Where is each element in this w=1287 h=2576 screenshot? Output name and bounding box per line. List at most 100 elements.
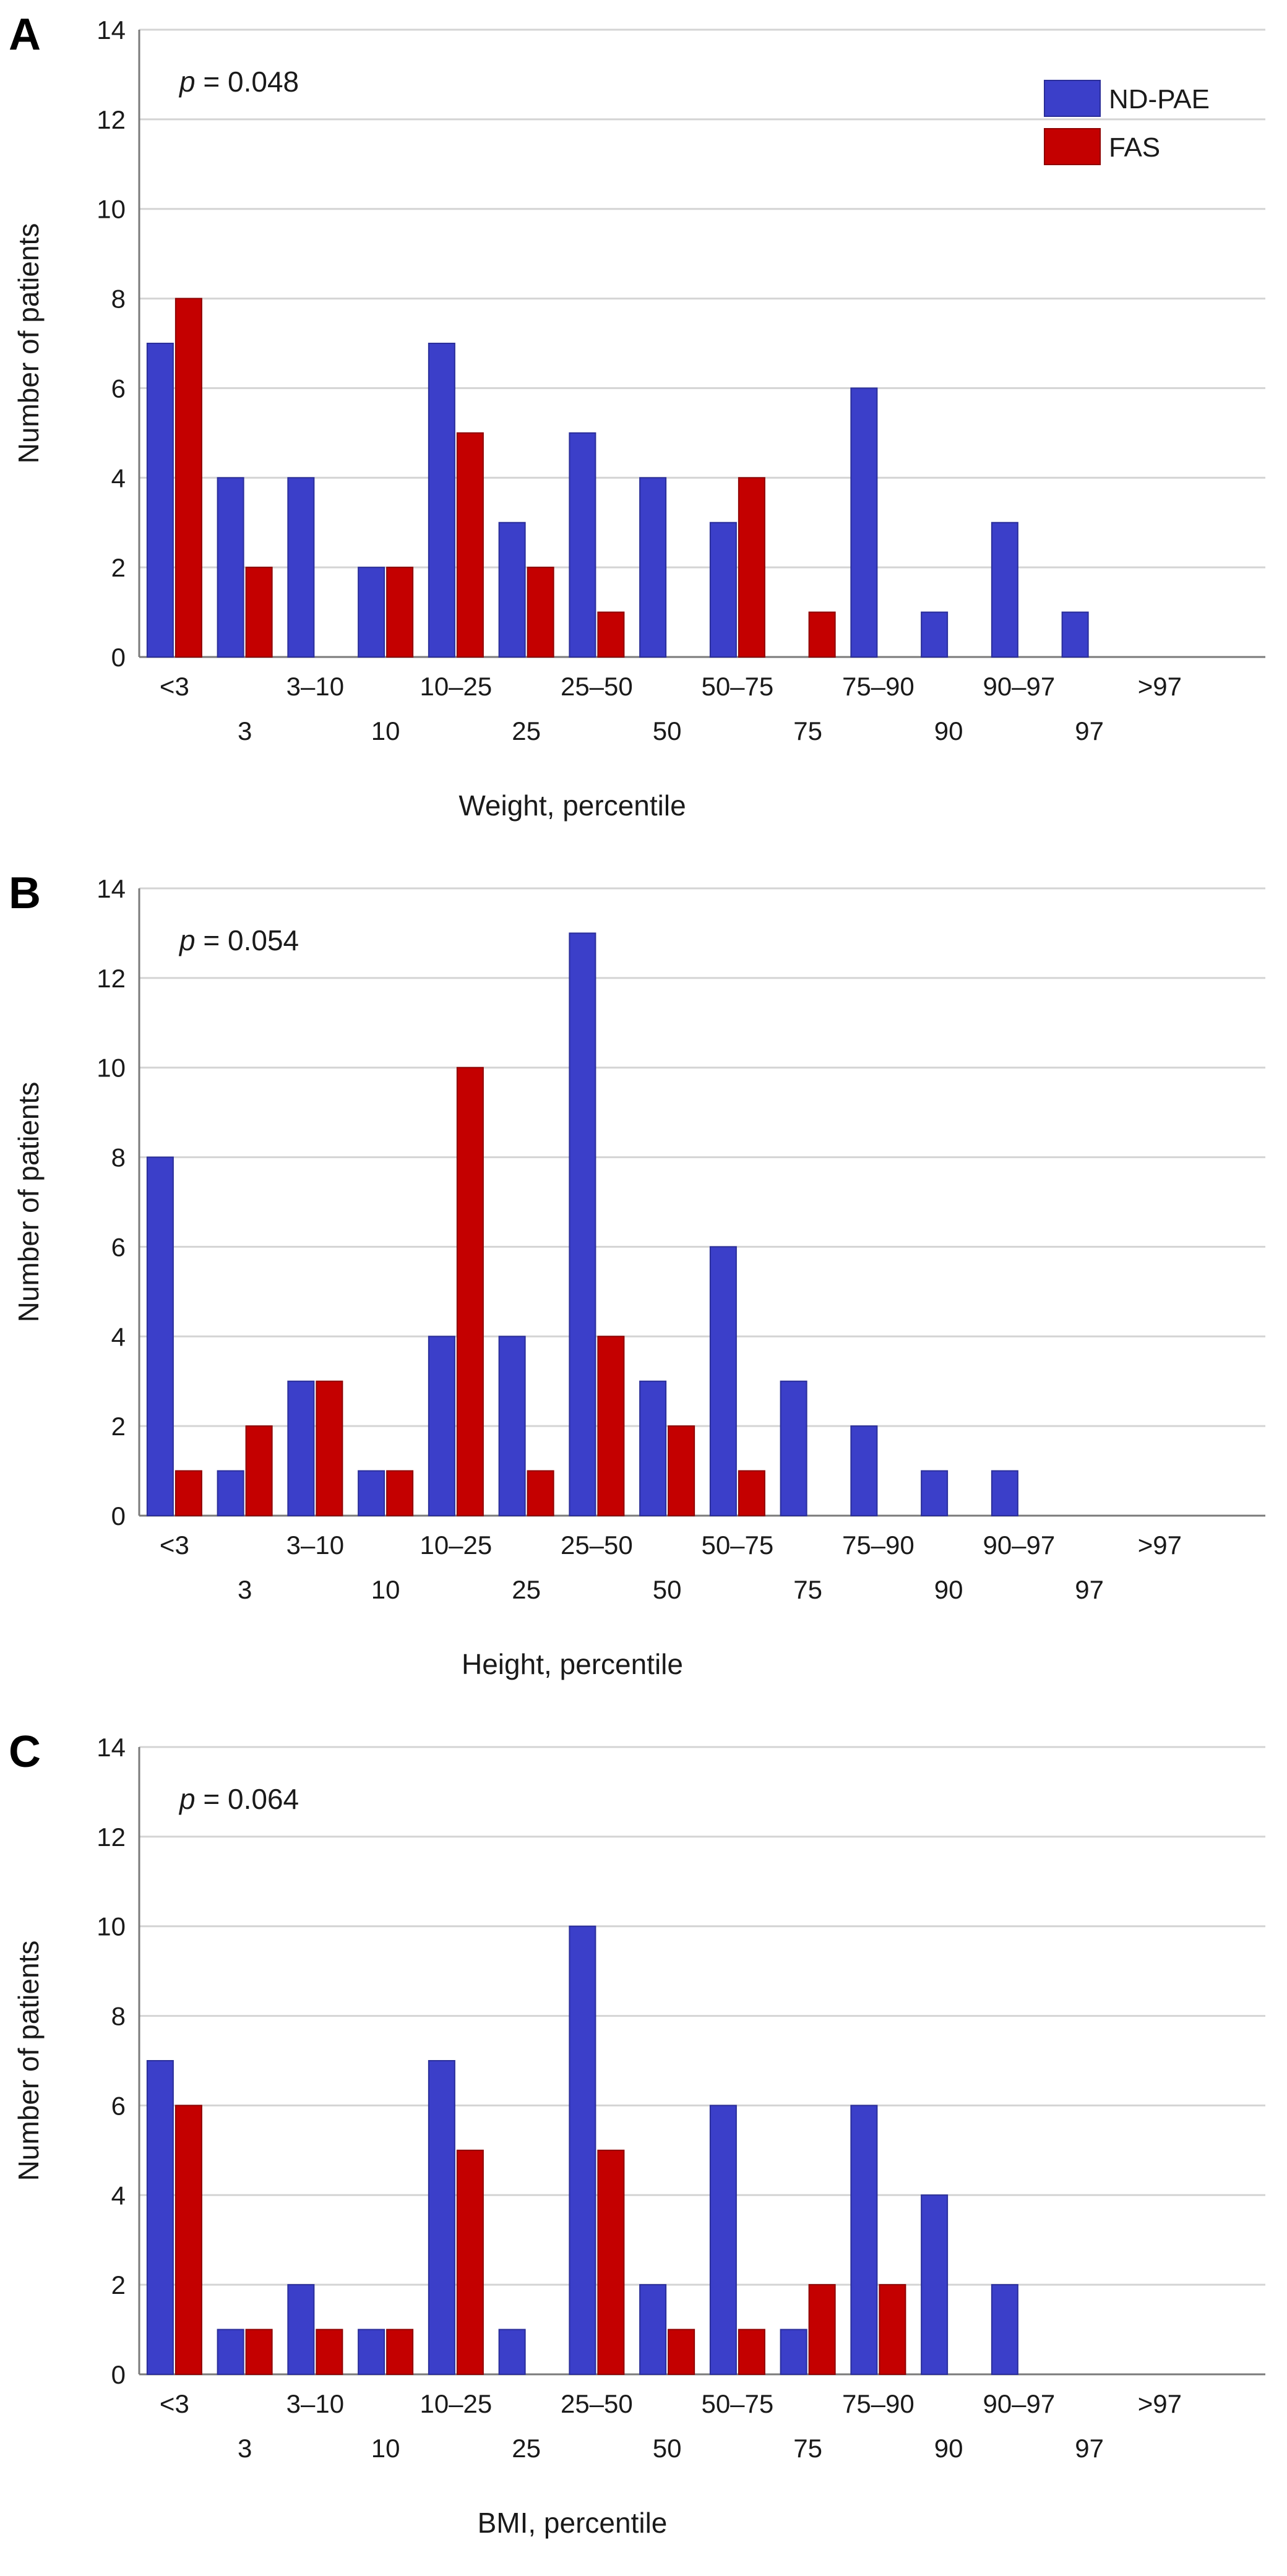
x-boundary-label: 10	[371, 2434, 400, 2463]
y-tick-label: 8	[111, 2002, 126, 2031]
y-tick-label: 10	[97, 1912, 126, 1941]
bar-nd-pae	[639, 1380, 667, 1517]
bar-fas	[386, 567, 414, 658]
panel-height: B 0 2 4 6 8 10 12 14 <3 3–10 10–25 25–50 50–75 75–90 90…	[0, 859, 1287, 1717]
chart-bmi: C 0 2 4 6 8 10 12 14 <3 3–10 10–25 25–50 50–75 75–90 90…	[9, 1727, 1265, 2539]
bar-nd-pae	[146, 343, 174, 658]
x-boundary-label: 10	[371, 716, 400, 745]
bar-fas	[316, 2329, 343, 2375]
bar-nd-pae	[639, 2284, 667, 2376]
bar-nd-pae	[709, 522, 737, 658]
y-tick-label: 6	[111, 2091, 126, 2120]
bar-nd-pae	[991, 522, 1018, 658]
bar-nd-pae	[850, 387, 878, 658]
bar-fas	[879, 2284, 906, 2376]
bar-nd-pae	[498, 2329, 526, 2375]
x-category-label: <3	[160, 2389, 189, 2418]
x-category-label: >97	[1138, 2389, 1182, 2418]
bar-nd-pae	[639, 477, 667, 658]
bar-fas	[597, 1336, 625, 1516]
x-boundary-label: 90	[934, 716, 963, 745]
x-boundary-label: 90	[934, 1575, 963, 1604]
y-tick-label: 12	[97, 105, 126, 134]
y-tick-label: 6	[111, 1232, 126, 1261]
x-category-label: 90–97	[983, 672, 1055, 701]
y-tick-label: 10	[97, 1054, 126, 1083]
bar-fas	[174, 1470, 202, 1516]
bar-fas	[245, 1425, 273, 1517]
bar-nd-pae	[850, 2105, 878, 2376]
bar-fas	[668, 2329, 695, 2375]
x-boundary-label: 97	[1075, 1575, 1104, 1604]
bar-fas	[738, 477, 765, 658]
bar-nd-pae	[569, 932, 596, 1516]
bar-nd-pae	[709, 1246, 737, 1517]
bar-fas	[738, 2329, 765, 2375]
bar-nd-pae	[498, 1336, 526, 1516]
bar-nd-pae	[358, 2329, 385, 2375]
x-category-label: 25–50	[561, 672, 633, 701]
bar-nd-pae	[921, 1470, 949, 1516]
bar-nd-pae	[991, 2284, 1018, 2376]
x-boundary-label: 10	[371, 1575, 400, 1604]
x-boundary-label: 75	[793, 2434, 822, 2463]
x-category-label: 10–25	[420, 2389, 492, 2418]
x-category-label: >97	[1138, 672, 1182, 701]
x-category-label: <3	[160, 1531, 189, 1560]
x-boundary-label: 50	[653, 1575, 682, 1604]
bar-nd-pae	[709, 2105, 737, 2376]
x-category-label: 75–90	[842, 672, 915, 701]
x-boundary-label: 3	[238, 2434, 252, 2463]
x-category-label: 10–25	[420, 672, 492, 701]
y-tick-label: 8	[111, 1143, 126, 1172]
bar-nd-pae	[921, 611, 949, 658]
y-tick-label: 12	[97, 1823, 126, 1852]
x-axis-title: Height, percentile	[462, 1648, 683, 1680]
y-tick-label: 4	[111, 1322, 126, 1351]
y-tick-label: 4	[111, 2181, 126, 2210]
y-tick-label: 0	[111, 2360, 126, 2389]
bar-nd-pae	[569, 432, 596, 658]
x-boundary-label: 50	[653, 2434, 682, 2463]
x-boundary-label: 25	[512, 2434, 541, 2463]
bar-nd-pae	[217, 1470, 244, 1516]
bar-fas	[527, 567, 554, 658]
bar-nd-pae	[146, 1156, 174, 1517]
x-category-label: 50–75	[701, 2389, 773, 2418]
x-boundary-label: 90	[934, 2434, 963, 2463]
bar-nd-pae	[921, 2194, 949, 2375]
x-category-label: 25–50	[561, 2389, 633, 2418]
bar-nd-pae	[780, 2329, 807, 2375]
y-tick-label: 2	[111, 553, 126, 582]
panel-letter: A	[9, 10, 41, 59]
bar-fas	[527, 1470, 554, 1516]
panel-bmi: C 0 2 4 6 8 10 12 14 <3 3–10 10–25 25–50 50–75 75–90 90…	[0, 1717, 1287, 2576]
bar-fas	[245, 567, 273, 658]
bar-fas	[597, 611, 625, 658]
chart-weight: A 0 2 4 6 8 10 12 14 <3 3–10 10–25 25–50 50–75 75–90 90…	[9, 10, 1265, 822]
x-axis-title: Weight, percentile	[458, 789, 686, 822]
y-axis-title: Number of patients	[12, 1941, 45, 2181]
chart-height: B 0 2 4 6 8 10 12 14 <3 3–10 10–25 25–50 50–75 75–90 90…	[9, 869, 1265, 1680]
x-boundary-label: 25	[512, 1575, 541, 1604]
x-category-label: 25–50	[561, 1531, 633, 1560]
bar-fas	[386, 1470, 414, 1516]
p-value-annotation: p = 0.048	[178, 66, 299, 98]
bar-nd-pae	[498, 522, 526, 658]
bar-nd-pae	[358, 1470, 385, 1516]
bar-fas	[668, 1425, 695, 1517]
x-category-label: 50–75	[701, 672, 773, 701]
y-tick-label: 6	[111, 374, 126, 403]
bar-fas	[456, 1067, 484, 1516]
bar-nd-pae	[991, 1470, 1018, 1516]
x-boundary-label: 3	[238, 1575, 252, 1604]
panel-letter: B	[9, 869, 41, 918]
bar-nd-pae	[1061, 611, 1089, 658]
x-boundary-label: 50	[653, 716, 682, 745]
bar-nd-pae	[217, 477, 244, 658]
y-tick-label: 8	[111, 285, 126, 314]
x-category-label: 75–90	[842, 2389, 915, 2418]
bar-fas	[808, 2284, 836, 2376]
panel-weight: A 0 2 4 6 8 10 12 14 <3 3–10 10–25 25–50 50–75 75–90 90…	[0, 0, 1287, 859]
x-category-label: 3–10	[286, 672, 344, 701]
